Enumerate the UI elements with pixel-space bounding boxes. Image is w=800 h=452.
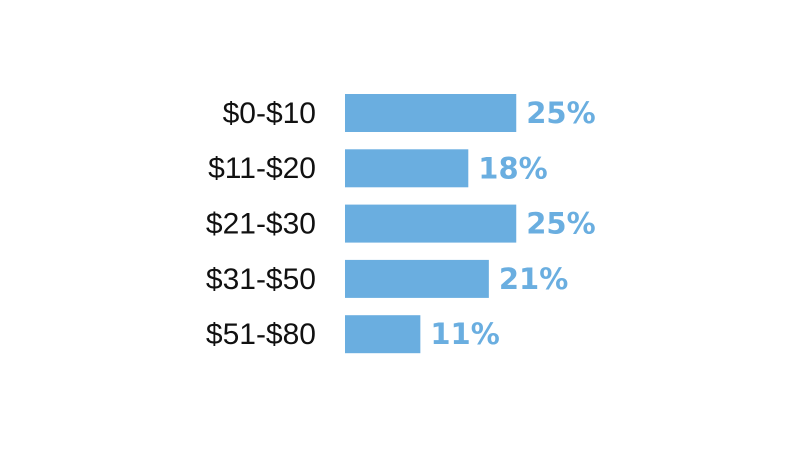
bar xyxy=(345,315,421,354)
value-label: 18% xyxy=(478,151,547,185)
value-label: 25% xyxy=(526,207,595,241)
category-label: $51-$80 xyxy=(206,318,316,351)
category-label: $0-$10 xyxy=(223,97,316,130)
category-label: $31-$50 xyxy=(206,263,316,296)
bar xyxy=(345,204,517,243)
category-label: $11-$20 xyxy=(208,152,316,185)
bar xyxy=(345,94,517,132)
value-label: 11% xyxy=(430,317,499,351)
bar xyxy=(345,149,469,188)
category-label: $21-$30 xyxy=(206,208,316,241)
value-label: 25% xyxy=(526,96,595,130)
value-label: 21% xyxy=(499,262,568,296)
bar xyxy=(345,259,489,298)
